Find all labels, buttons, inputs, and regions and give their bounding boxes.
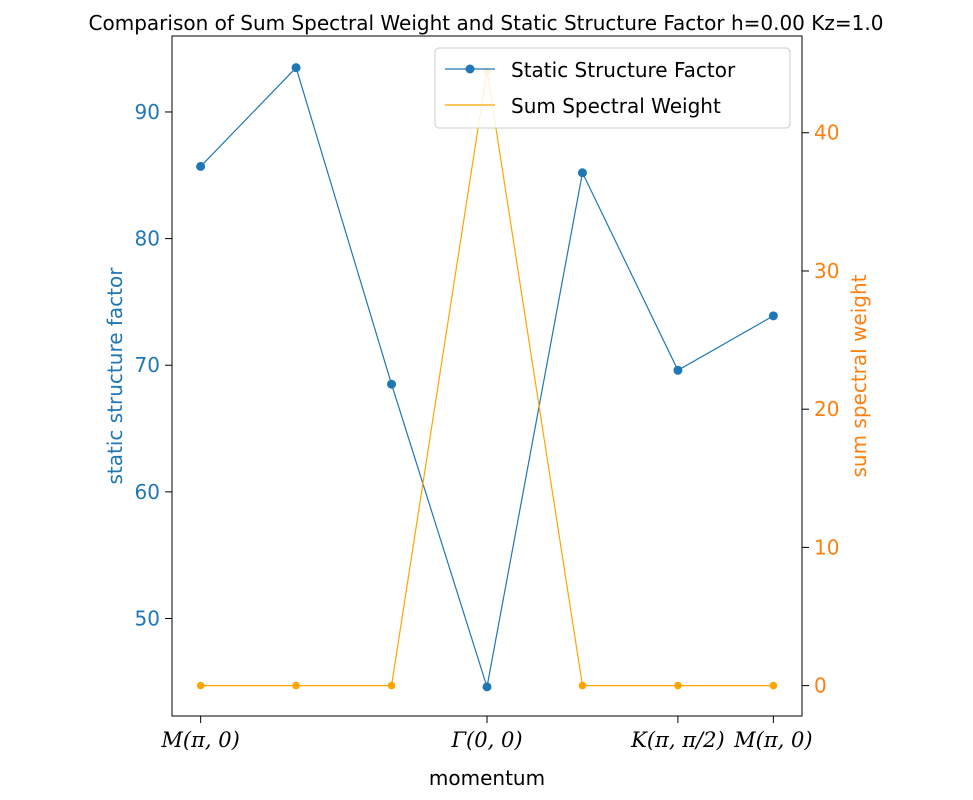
left-y-tick-label-1: 60 bbox=[135, 480, 160, 504]
left-y-tick-label-0: 50 bbox=[135, 606, 160, 630]
x-axis-title: momentum bbox=[429, 766, 545, 790]
right-y-tick-label-2: 20 bbox=[814, 397, 839, 421]
series-line-1 bbox=[200, 70, 774, 687]
series-0-point-2 bbox=[387, 379, 397, 389]
series-line-0 bbox=[200, 66, 774, 688]
series-0-point-0 bbox=[196, 161, 206, 171]
series-0-point-1 bbox=[291, 63, 301, 73]
series-0-point-4 bbox=[577, 168, 587, 178]
legend-label-spectral: Sum Spectral Weight bbox=[511, 94, 721, 118]
legend: Static Structure Factor Sum Spectral Wei… bbox=[434, 47, 791, 129]
right-y-tick-label-4: 40 bbox=[814, 121, 839, 145]
right-y-axis: 0 10 20 30 40 bbox=[802, 121, 839, 698]
plot-frame bbox=[171, 35, 803, 717]
series-1-point-1 bbox=[292, 681, 300, 690]
series-1-point-5 bbox=[674, 681, 682, 690]
series-1-point-2 bbox=[387, 681, 396, 690]
right-y-axis-title: sum spectral weight bbox=[847, 274, 871, 477]
series-1-point-0 bbox=[196, 681, 205, 690]
left-y-tick-label-4: 90 bbox=[135, 100, 160, 124]
legend-box bbox=[434, 47, 791, 129]
left-y-axis-title: static structure factor bbox=[103, 267, 127, 485]
x-tick-label-1: Γ(0, 0) bbox=[450, 728, 522, 752]
legend-label-static: Static Structure Factor bbox=[511, 58, 736, 82]
x-tick-label-0: M(π, 0) bbox=[160, 728, 239, 752]
series-layer bbox=[196, 63, 778, 692]
series-0-point-3 bbox=[482, 682, 492, 692]
left-y-tick-label-3: 80 bbox=[135, 227, 160, 251]
legend-marker-static bbox=[465, 64, 475, 74]
right-y-tick-label-0: 0 bbox=[814, 674, 827, 698]
series-0-point-6 bbox=[768, 311, 778, 321]
x-tick-label-2: K(π, π/2) bbox=[630, 728, 724, 752]
right-y-tick-label-3: 30 bbox=[814, 259, 839, 283]
left-y-axis: 50 60 70 80 90 bbox=[135, 100, 172, 630]
left-y-tick-label-2: 70 bbox=[135, 353, 160, 377]
chart-title: Comparison of Sum Spectral Weight and St… bbox=[89, 11, 884, 35]
x-axis: M(π, 0) Γ(0, 0) K(π, π/2) M(π, 0) bbox=[160, 716, 813, 752]
series-0-point-5 bbox=[673, 365, 683, 375]
right-y-tick-label-1: 10 bbox=[814, 535, 839, 559]
x-tick-label-3: M(π, 0) bbox=[733, 728, 812, 752]
series-1-point-6 bbox=[769, 681, 778, 690]
series-1-point-4 bbox=[578, 681, 587, 690]
